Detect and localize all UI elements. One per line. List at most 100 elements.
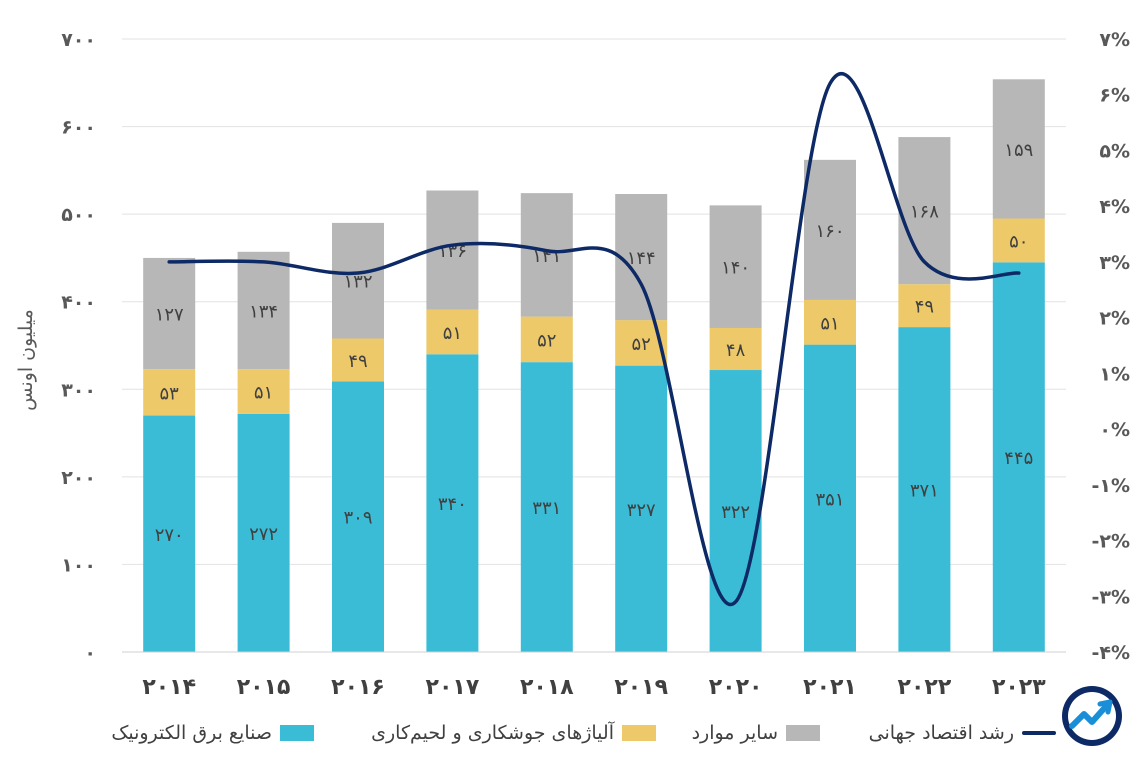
bar-segment-electronics [992,262,1045,652]
bar-segment-other [804,159,856,300]
y2-tick-label: -۲% [1091,531,1130,553]
y2-tick-label: ۶% [1099,85,1130,107]
data-label-electronics: ۳۷۱ [910,481,939,502]
data-label-electronics: ۳۳۱ [532,498,561,519]
legend-label-electronics: صنایع برق الکترونیک [111,722,272,744]
data-label-alloys: ۵۲ [632,334,651,355]
data-label-other: ۱۴۰ [721,258,750,279]
bar-segment-alloys [237,369,290,414]
legend: صنایع برق الکترونیک آلیاژهای جوشکاری و ل… [0,718,1146,758]
y2-tick-label: ۲% [1099,308,1130,330]
legend-swatch-growth [1022,731,1056,735]
x-tick-label: ۲۰۱۹ [614,675,668,700]
bar-segment-alloys [709,327,762,371]
data-label-electronics: ۳۲۲ [721,502,750,523]
data-label-other: ۱۴۴ [627,248,656,269]
y2-tick-label: -۴% [1091,642,1130,664]
legend-item-other: سایر موارد [692,722,820,744]
bar-segment-other [992,79,1045,219]
x-tick-label: ۲۰۱۶ [331,675,385,700]
growth-line [167,71,1021,607]
bar-segment-electronics [332,381,384,652]
data-label-electronics: ۲۷۲ [249,524,278,545]
bar-segment-electronics [520,362,573,652]
bar-segment-electronics [615,365,668,652]
y-tick-label: ۷۰۰ [61,29,96,51]
bar-segment-alloys [804,299,856,345]
x-tick-label: ۲۰۲۲ [898,675,952,700]
legend-swatch-alloys [622,725,656,741]
y-axis-label: میلیون اونس [15,309,37,411]
data-label-electronics: ۳۲۷ [627,500,656,521]
bar-segment-alloys [520,316,573,363]
bar-segment-electronics [143,415,196,652]
bar-segment-other [237,251,290,370]
data-label-electronics: ۳۰۹ [343,508,372,529]
bar-segment-alloys [143,369,196,416]
data-label-alloys: ۵۰ [1009,231,1028,252]
bar-segment-electronics [804,344,856,652]
legend-swatch-other [786,725,820,741]
y2-tick-label: ۰% [1099,419,1130,441]
data-label-electronics: ۳۵۱ [815,489,844,510]
y-tick-label: ۱۰۰ [61,554,96,576]
x-tick-label: ۲۰۱۸ [520,675,574,700]
x-tick-label: ۲۰۲۱ [803,675,857,700]
legend-item-growth: رشد اقتصاد جهانی [869,722,1056,744]
y-tick-label: ۳۰۰ [61,379,96,401]
x-tick-label: ۲۰۱۴ [142,675,196,700]
y-tick-label: ۲۰۰ [61,467,96,489]
bar-segment-alloys [426,309,479,355]
y2-tick-label: ۳% [1099,252,1130,274]
x-tick-label: ۲۰۲۰ [709,675,763,700]
legend-item-electronics: صنایع برق الکترونیک [111,722,314,744]
data-label-other: ۱۵۹ [1004,140,1033,161]
y2-tick-label: ۴% [1099,196,1130,218]
bar-segment-alloys [898,284,951,328]
data-label-alloys: ۴۹ [915,297,934,318]
x-tick-label: ۲۰۲۳ [992,675,1046,700]
data-label-other: ۱۶۸ [910,202,939,223]
data-label-alloys: ۵۳ [160,383,180,404]
chart-trend-logo-icon [1062,686,1122,746]
legend-label-other: سایر موارد [691,722,778,744]
data-label-other: ۱۲۷ [155,305,184,326]
legend-item-alloys: آلیاژهای جوشکاری و لحیم‌کاری [371,722,656,744]
y-tick-label: ۶۰۰ [61,117,96,139]
y2-tick-label: ۷% [1099,29,1130,51]
bar-segment-other [520,193,573,317]
bar-segment-electronics [237,413,290,652]
data-label-electronics: ۴۴۵ [1004,448,1033,469]
data-label-alloys: ۴۸ [726,340,746,361]
x-tick-label: ۲۰۱۷ [426,675,480,700]
legend-label-growth: رشد اقتصاد جهانی [868,722,1014,744]
legend-swatch-electronics [280,725,314,741]
bar-segment-electronics [709,370,762,652]
bar-segment-electronics [898,327,951,652]
bar-segment-electronics [426,354,479,652]
y-tick-label: ۵۰۰ [61,204,96,226]
y2-tick-label: ۱% [1099,363,1130,385]
data-label-alloys: ۵۱ [820,313,839,334]
bar-segment-other [332,222,384,339]
bar-segment-alloys [992,218,1045,263]
y-tick-label: ۰ [84,642,96,664]
data-label-other: ۱۳۲ [343,272,372,293]
y2-tick-label: -۱% [1091,475,1130,497]
data-label-alloys: ۴۹ [348,351,367,372]
bars: ۲۷۰۵۳۱۲۷۲۷۲۵۱۱۳۴۳۰۹۴۹۱۳۲۳۴۰۵۱۱۳۶۳۳۱۵۲۱۴۱… [143,79,1045,652]
legend-label-alloys: آلیاژهای جوشکاری و لحیم‌کاری [371,722,614,744]
data-label-alloys: ۵۱ [254,382,273,403]
data-label-electronics: ۳۴۰ [438,494,467,515]
data-label-electronics: ۲۷۰ [155,525,184,546]
data-label-alloys: ۵۱ [443,323,462,344]
y-tick-label: ۴۰۰ [61,292,96,314]
axes: ۰ ۱۰۰ ۲۰۰ ۳۰۰ ۴۰۰ ۵۰۰ ۶۰۰ ۷۰۰ -۴% -۳% -۲% -۱% ۰% ۱% ۲%… [61,29,1130,700]
y2-tick-label: -۳% [1091,586,1130,608]
bar-segment-alloys [332,338,384,382]
data-label-other: ۱۳۴ [249,301,278,322]
y2-tick-label: ۵% [1099,140,1130,162]
bar-segment-other [143,257,196,370]
bar-segment-other [615,194,668,321]
